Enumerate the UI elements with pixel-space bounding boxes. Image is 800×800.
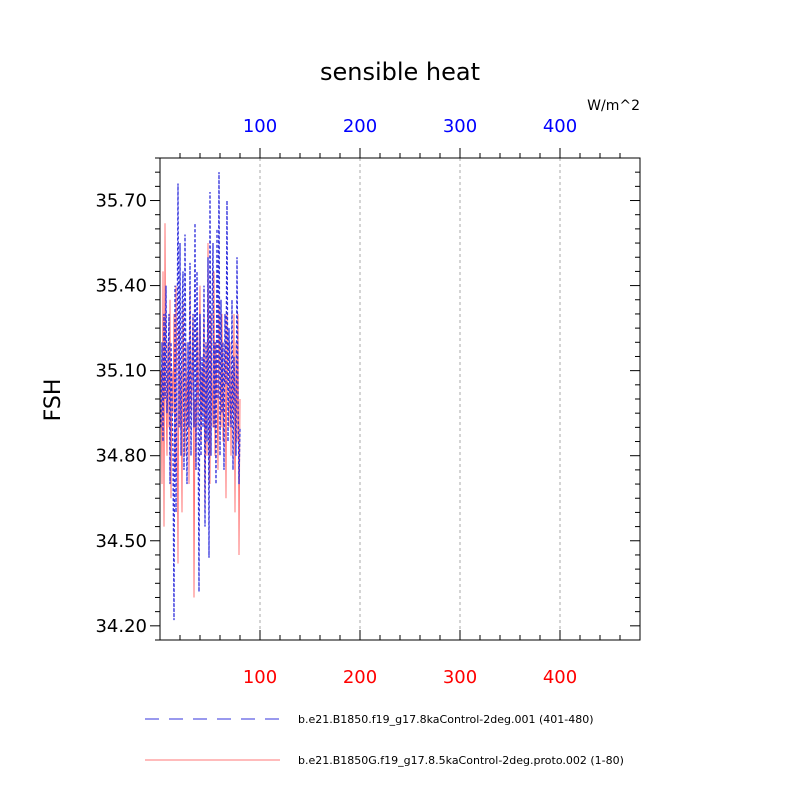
y-tick-label: 34.50	[95, 531, 147, 552]
legend: b.e21.B1850.f19_g17.8kaControl-2deg.001 …	[145, 713, 624, 767]
x-tick-label-top: 100	[243, 116, 277, 137]
x-tick-label-top: 200	[343, 116, 377, 137]
units-label: W/m^2	[587, 98, 640, 114]
y-tick-label: 34.20	[95, 616, 147, 637]
x-tick-label-bottom: 300	[443, 667, 477, 688]
x-tick-label-bottom: 100	[243, 667, 277, 688]
plot-frame	[159, 157, 641, 641]
x-grid	[259, 158, 561, 640]
x-tick-label-bottom: 400	[543, 667, 577, 688]
y-tick-label: 35.10	[95, 361, 147, 382]
legend-label-series-2: b.e21.B1850G.f19_g17.8.5kaControl-2deg.p…	[298, 754, 624, 767]
tick-labels: 34.20 34.50 34.80 35.10 35.40 35.70 100 200 300 4…	[95, 116, 577, 688]
chart-title: sensible heat	[320, 58, 480, 86]
y-axis-label: FSH	[41, 379, 66, 422]
series-layer	[160, 172, 241, 621]
x-tick-label-bottom: 200	[343, 667, 377, 688]
y-tick-label: 35.70	[95, 191, 147, 212]
x-tick-label-top: 400	[543, 116, 577, 137]
y-tick-label: 34.80	[95, 446, 147, 467]
y-tick-label: 35.40	[95, 276, 147, 297]
series-line-1	[160, 172, 241, 621]
x-tick-label-top: 300	[443, 116, 477, 137]
legend-label-series-1: b.e21.B1850.f19_g17.8kaControl-2deg.001 …	[298, 713, 594, 726]
